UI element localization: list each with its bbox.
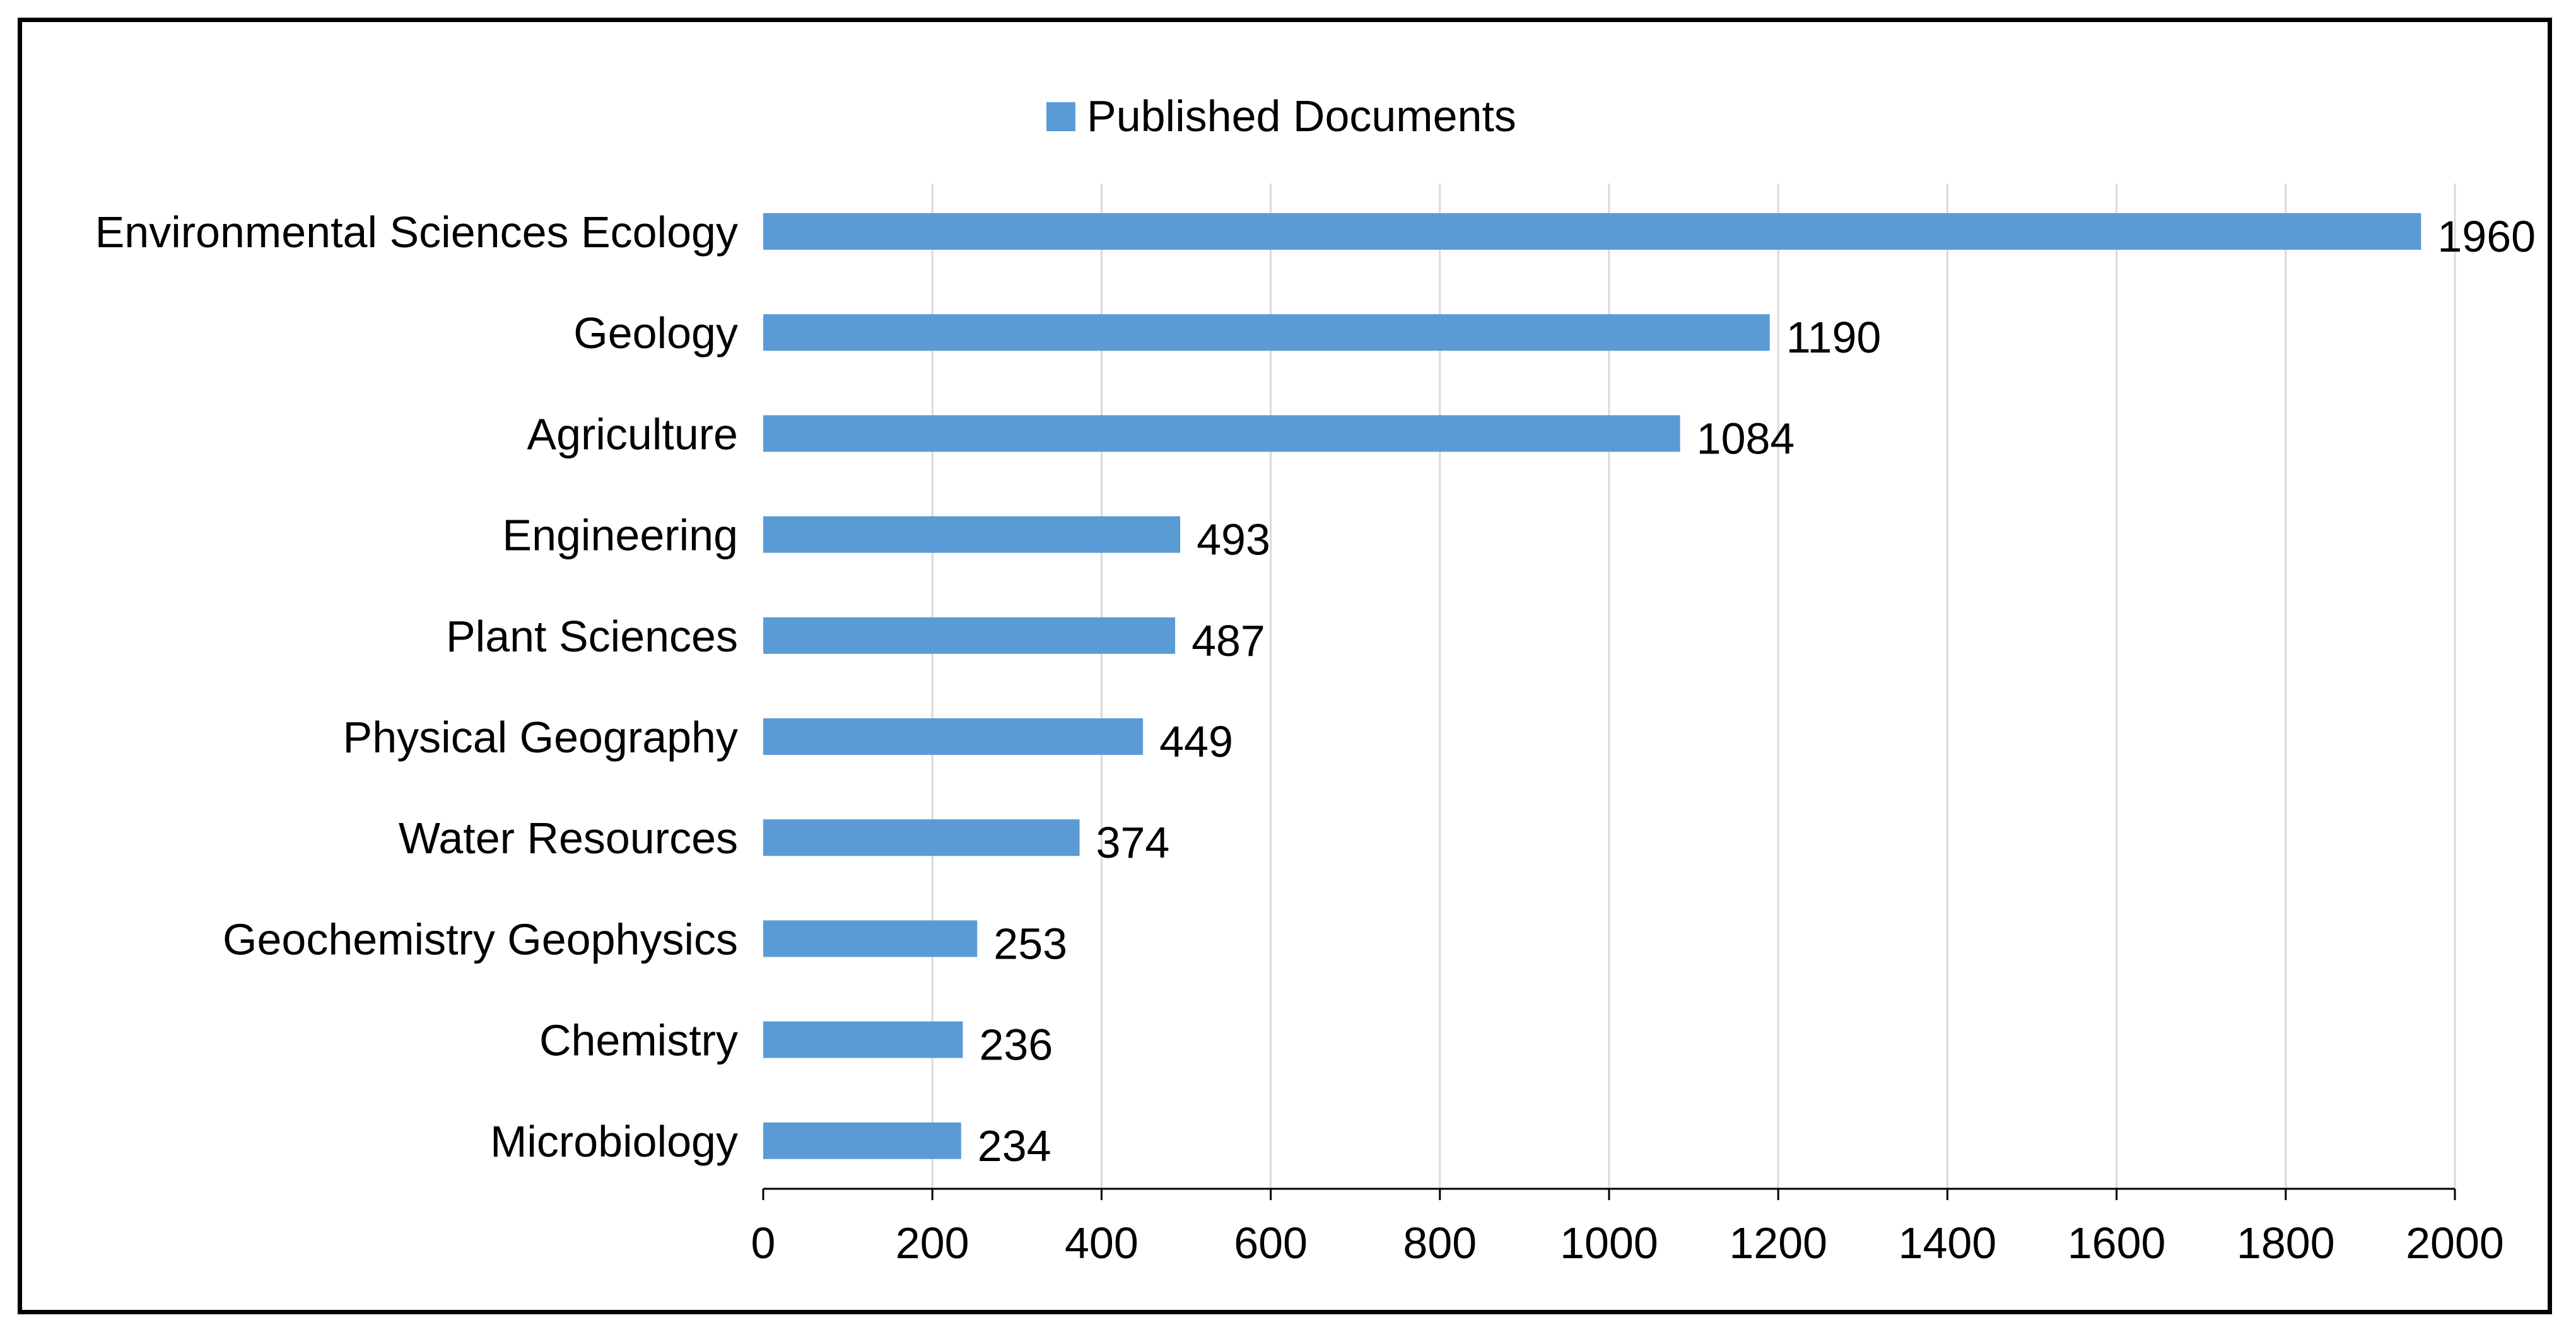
- category-label: Microbiology: [490, 1117, 738, 1166]
- x-tick-label: 0: [751, 1218, 776, 1268]
- bar: [763, 1021, 963, 1058]
- category-label: Engineering: [502, 511, 738, 560]
- bar: [763, 718, 1144, 755]
- category-label: Chemistry: [539, 1016, 738, 1065]
- bar: [763, 314, 1770, 351]
- category-label: Physical Geography: [343, 713, 738, 762]
- bar: [763, 213, 2421, 250]
- data-label: 1190: [1786, 313, 1882, 362]
- bar-chart: 0 200 400 600 800 1000 1200 1400 1600 1800 2000 En…: [95, 91, 2536, 1268]
- legend: Published Documents: [1046, 91, 1516, 141]
- x-tick-label: 1600: [2068, 1218, 2166, 1268]
- x-tick-label: 1800: [2237, 1218, 2335, 1268]
- x-tick-label: 600: [1234, 1218, 1308, 1268]
- data-label: 493: [1197, 515, 1270, 564]
- x-tick-label: 1200: [1729, 1218, 1827, 1268]
- data-label: 1960: [2437, 212, 2536, 261]
- category-label: Environmental Sciences Ecology: [95, 207, 738, 257]
- x-tick-label: 2000: [2406, 1218, 2504, 1268]
- chart-frame: 0 200 400 600 800 1000 1200 1400 1600 1800 2000 En…: [18, 18, 2552, 1314]
- data-label: 487: [1191, 616, 1265, 665]
- bar: [763, 516, 1181, 553]
- data-label: 1084: [1697, 414, 1795, 463]
- grid-layer: [931, 184, 2456, 1189]
- legend-swatch: [1046, 102, 1075, 131]
- bar: [763, 1122, 961, 1159]
- category-label: Agriculture: [527, 409, 738, 458]
- axis-layer: 0 200 400 600 800 1000 1200 1400 1600 1800 2000: [751, 1188, 2504, 1268]
- category-label: Geology: [573, 308, 738, 358]
- category-label: Geochemistry Geophysics: [223, 914, 738, 964]
- x-tick-label: 1400: [1899, 1218, 1997, 1268]
- bar: [763, 415, 1680, 452]
- bar: [763, 617, 1176, 654]
- legend-label: Published Documents: [1087, 91, 1516, 141]
- category-label: Water Resources: [399, 814, 738, 863]
- data-label: 253: [993, 919, 1067, 968]
- data-label: 234: [978, 1121, 1051, 1171]
- category-label: Plant Sciences: [446, 612, 738, 661]
- x-tick-label: 1000: [1560, 1218, 1658, 1268]
- label-layer: Environmental Sciences Ecology 1960 Geolog…: [95, 207, 2536, 1171]
- data-label: 236: [979, 1020, 1053, 1070]
- bar-layer: [763, 213, 2421, 1159]
- x-tick-label: 400: [1065, 1218, 1139, 1268]
- bar: [763, 920, 978, 957]
- x-tick-label: 800: [1403, 1218, 1477, 1268]
- x-tick-label: 200: [896, 1218, 969, 1268]
- data-label: 449: [1159, 717, 1233, 766]
- bar: [763, 819, 1080, 856]
- data-label: 374: [1096, 818, 1170, 867]
